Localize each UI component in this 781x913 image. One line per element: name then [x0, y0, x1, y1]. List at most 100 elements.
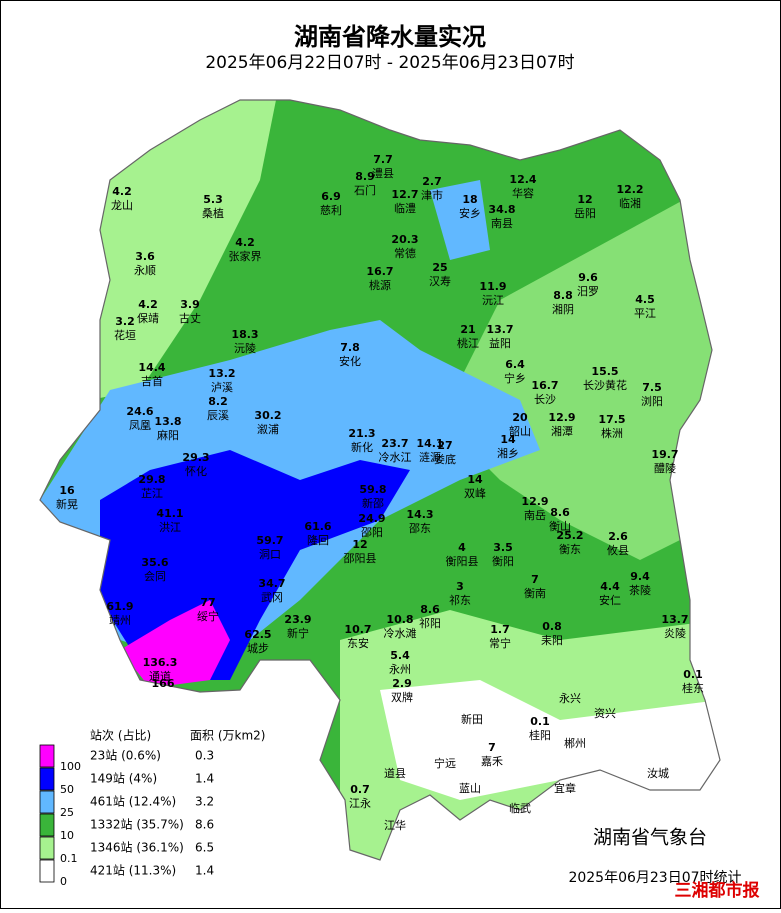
- station-value: 14.1: [416, 437, 443, 450]
- station-value: 24.9: [358, 512, 385, 525]
- station-name: 南县: [491, 217, 513, 230]
- station-name: 长沙黄花: [583, 378, 627, 392]
- station-value: 35.6: [141, 556, 168, 569]
- station-value: 7: [531, 573, 539, 586]
- station-name: 龙山: [111, 199, 133, 212]
- station-value: 13.7: [486, 323, 513, 336]
- station-name: 常宁: [489, 636, 511, 650]
- station-name: 双峰: [464, 487, 486, 500]
- legend-area: 0.3: [195, 749, 214, 763]
- station-name: 衡山: [549, 520, 571, 533]
- station-name: 湘乡: [497, 446, 519, 460]
- station-name: 绥宁: [197, 609, 219, 623]
- station-name: 芷江: [141, 487, 163, 500]
- station-value: 14.4: [138, 361, 165, 374]
- station-name: 娄底: [434, 452, 456, 466]
- station-value: 6.9: [321, 190, 341, 203]
- legend-swatch: [39, 836, 55, 860]
- station-value: 14: [500, 433, 516, 446]
- station-value: 15.5: [591, 365, 618, 378]
- station-name: 麻阳: [157, 428, 179, 442]
- station-value: 27: [437, 439, 452, 452]
- station-value: 13.2: [208, 367, 235, 380]
- station-name: 湘阴: [552, 302, 574, 316]
- station-value: 12.7: [391, 188, 418, 201]
- legend-count: 421站 (11.3%): [90, 864, 176, 878]
- station-value: 5.4: [390, 649, 410, 662]
- legend-count: 461站 (12.4%): [90, 795, 176, 809]
- legend-header: 面积 (万km2): [190, 729, 265, 743]
- station-name: 石门: [354, 183, 376, 197]
- station-value: 136.3: [143, 656, 178, 669]
- zone-white-s: [380, 680, 720, 800]
- station-value: 5.3: [203, 193, 223, 206]
- station-name: 衡阳县: [446, 555, 479, 568]
- station-name: 韶山: [509, 424, 531, 438]
- legend-threshold: 100: [60, 760, 81, 773]
- station-value: 25: [432, 261, 447, 274]
- legend-threshold: 10: [60, 829, 74, 842]
- station-value: 25.2: [556, 529, 583, 542]
- legend-threshold: 0.1: [60, 852, 78, 865]
- legend-header: 站次 (占比): [90, 728, 151, 743]
- station-name: 安乡: [459, 206, 481, 220]
- station-value: 0.7: [350, 783, 370, 796]
- station-name: 宁乡: [504, 371, 526, 385]
- station-value: 59.8: [359, 483, 386, 496]
- zone-25-50-n: [430, 180, 490, 260]
- station-value: 13.7: [661, 613, 688, 626]
- station-name: 安仁: [599, 593, 621, 607]
- zone-100: [120, 600, 230, 688]
- station-name: 蓝山: [459, 782, 481, 795]
- station-name: 新田: [461, 712, 483, 726]
- legend-threshold: 25: [60, 806, 74, 819]
- station-name: 宁远: [434, 756, 456, 770]
- legend-count: 23站 (0.6%): [90, 749, 161, 763]
- station-name: 临湘: [619, 196, 641, 210]
- station-value: 1.7: [490, 623, 510, 636]
- station-name: 吉首: [141, 374, 163, 388]
- station-name: 衡阳: [492, 555, 514, 568]
- station-value: 23.9: [284, 613, 311, 626]
- station-name: 邵东: [409, 522, 431, 535]
- station-value: 29.8: [138, 473, 165, 486]
- station-value: 34.7: [258, 577, 285, 590]
- station-value: 19.7: [651, 448, 678, 461]
- station-name: 东安: [347, 636, 369, 650]
- station-value: 3.6: [135, 250, 155, 263]
- title: 湖南省降水量实况: [294, 23, 486, 51]
- station-value: 23.7: [381, 437, 408, 450]
- station-value: 9.6: [578, 271, 598, 284]
- station-value: 2.9: [392, 677, 412, 690]
- station-name: 花垣: [114, 329, 136, 342]
- station-value: 18.3: [231, 328, 258, 341]
- station-value: 21.3: [348, 427, 375, 440]
- station-name: 古丈: [179, 312, 201, 325]
- station-value: 3.9: [180, 298, 200, 311]
- station-name: 凤凰: [129, 419, 151, 432]
- station-value: 12.2: [616, 183, 643, 196]
- legend-area: 8.6: [195, 818, 214, 832]
- legend-count: 149站 (4%): [90, 772, 157, 786]
- zone-light-e: [440, 180, 720, 560]
- station-value: 17.5: [598, 413, 625, 426]
- station-value: 8.6: [420, 603, 440, 616]
- station-value: 8.8: [553, 289, 573, 302]
- station-value: 14: [467, 473, 483, 486]
- station-name: 汝城: [647, 766, 669, 780]
- station-name: 临澧: [394, 201, 416, 215]
- station-name: 汉寿: [429, 274, 451, 288]
- station-name: 常德: [394, 246, 416, 260]
- station-value: 10.8: [386, 613, 413, 626]
- station-value: 3.2: [115, 315, 135, 328]
- station-name: 茶陵: [629, 584, 651, 597]
- station-value: 8.2: [208, 395, 228, 408]
- station-name: 邵阳县: [344, 552, 377, 565]
- station-value: 77: [200, 596, 215, 609]
- watermark: 三湘都市报: [675, 880, 760, 901]
- station-name: 保靖: [137, 311, 159, 325]
- station-value: 41.1: [156, 507, 183, 520]
- station-value: 12: [577, 193, 592, 206]
- station-name: 城步: [247, 642, 269, 655]
- station-name: 道县: [384, 766, 406, 780]
